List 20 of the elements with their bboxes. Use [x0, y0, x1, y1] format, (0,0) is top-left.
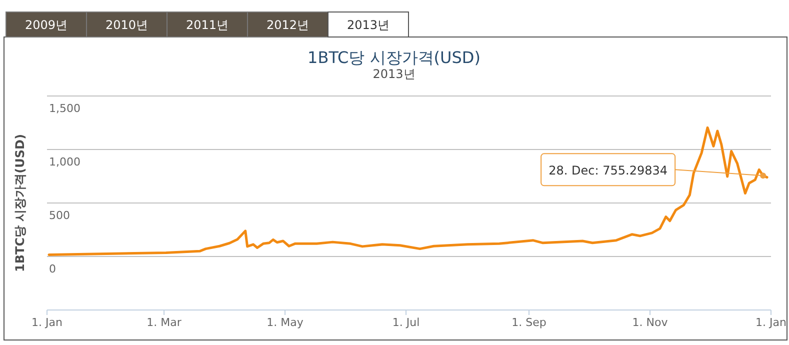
y-tick-label: 1,000: [49, 156, 80, 168]
y-tick-label: 1,500: [49, 102, 80, 115]
tab: 2012년: [247, 12, 328, 38]
y-tick-label: 0: [49, 262, 56, 276]
annotation: 28. Dec: 755.29834: [548, 164, 668, 178]
chart-subtitle: 2013년: [372, 67, 416, 81]
x-tick-label: 1. Nov: [632, 316, 668, 329]
x-tick-label: 1. Sep: [512, 316, 546, 329]
tab: 2009년: [6, 12, 87, 38]
tab: 2013년: [328, 12, 409, 38]
y-tick-label: 500: [49, 209, 70, 222]
x-tick-label: 1. Mar: [146, 316, 182, 329]
tab: 2010년: [86, 12, 168, 38]
y-axis-title: 1BTC당 시장가격(USD): [13, 134, 27, 272]
tab: 2011년: [166, 12, 248, 38]
x-tick-label: 1. Jul: [392, 316, 420, 329]
chart-title: 1BTC당 시장가격(USD): [308, 48, 480, 67]
x-tick-label: 1. May: [266, 316, 304, 329]
x-tick-label: 1. Jan: [32, 316, 62, 329]
x-tick-label: 1. Jan: [756, 316, 786, 329]
